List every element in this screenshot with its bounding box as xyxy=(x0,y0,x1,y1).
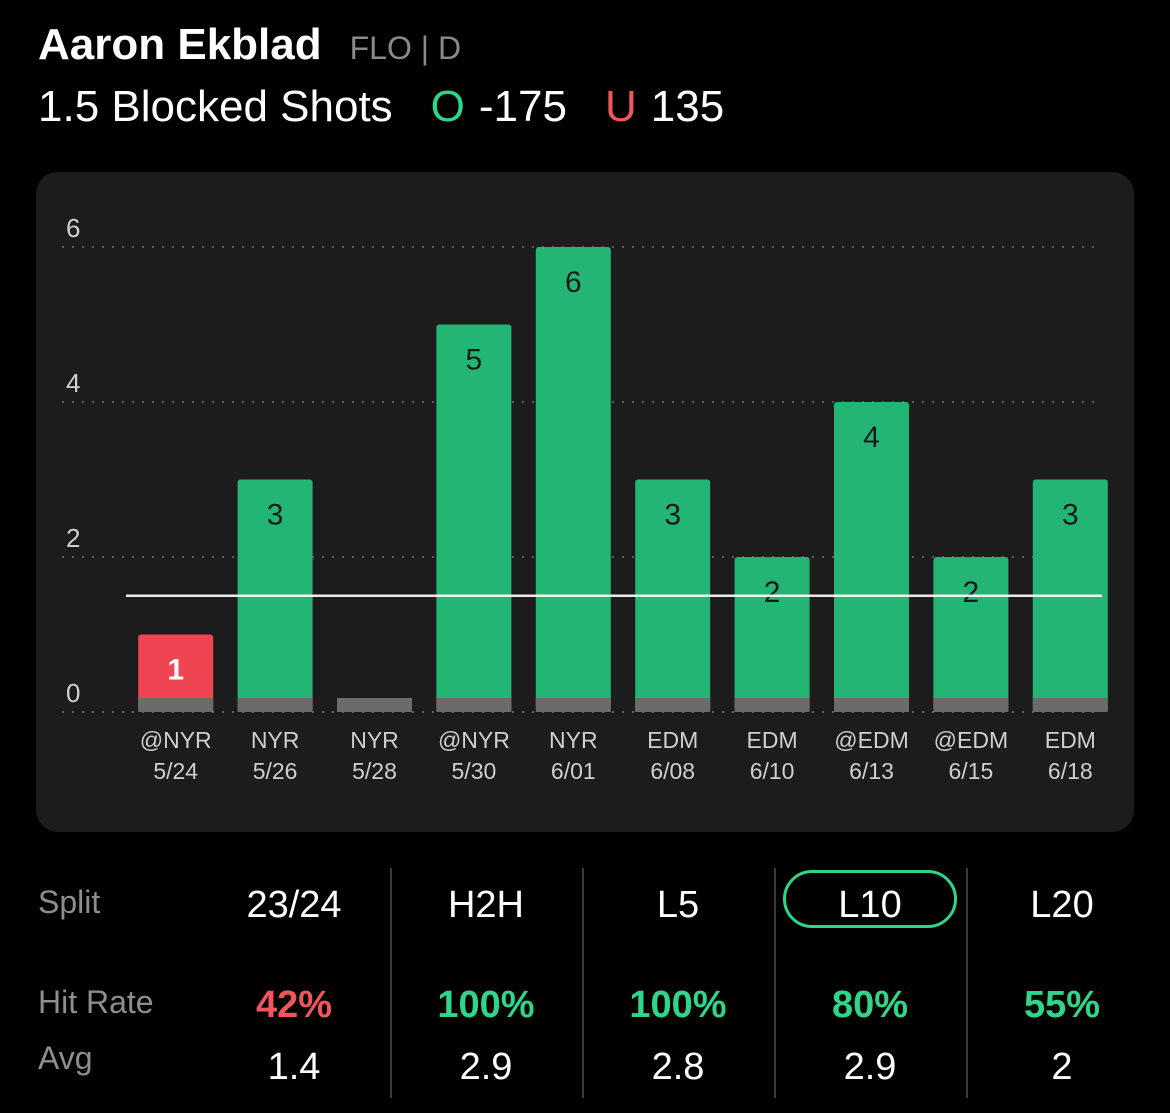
hit-rate-value: 100% xyxy=(437,984,535,1026)
split-column-l10[interactable]: L10 80% 2.9 xyxy=(783,870,957,1098)
bar-base xyxy=(138,698,214,712)
x-tick-opponent: NYR xyxy=(350,727,399,753)
avg-value: 2 xyxy=(1051,1046,1073,1088)
over-letter: O xyxy=(430,82,465,131)
hit-rate-row-label: Hit Rate xyxy=(38,984,154,1020)
split-name: H2H xyxy=(447,884,525,926)
x-tick-date: 6/10 xyxy=(750,758,795,784)
bar-value-label: 2 xyxy=(764,576,781,609)
bar-value-label: 3 xyxy=(1062,499,1079,532)
bar-value-label: 2 xyxy=(963,576,980,609)
bar[interactable] xyxy=(834,402,909,712)
x-tick-opponent: @EDM xyxy=(834,727,908,753)
market-label: 1.5 Blocked Shots xyxy=(38,82,393,131)
bar-chart: 0 2 4 6 1 @NYR 5/24 3 NYR 5/26 NYR 5/28 5 @NYR 5/30 6 NY… xyxy=(62,213,1108,784)
avg-value: 2.8 xyxy=(651,1046,705,1088)
selected-split-indicator xyxy=(783,870,957,928)
x-tick-date: 5/28 xyxy=(352,758,397,784)
bar-base xyxy=(635,698,711,712)
x-tick-opponent: @NYR xyxy=(438,727,510,753)
x-tick-opponent: NYR xyxy=(251,727,300,753)
split-name: L5 xyxy=(656,884,700,926)
x-tick-date: 6/18 xyxy=(1048,758,1093,784)
split-column-h2h[interactable]: H2H 100% 2.9 xyxy=(411,870,561,1098)
x-tick-date: 6/01 xyxy=(551,758,596,784)
x-tick-opponent: @EDM xyxy=(934,727,1008,753)
hit-rate-value: 55% xyxy=(1023,984,1101,1026)
over-odds-value: -175 xyxy=(478,82,567,131)
bar[interactable] xyxy=(436,324,512,713)
bar[interactable] xyxy=(535,247,611,712)
x-tick-date: 6/13 xyxy=(849,758,894,784)
player-line: Aaron Ekblad FLO | D xyxy=(38,20,724,70)
x-tick-opponent: @NYR xyxy=(140,727,212,753)
y-tick-label: 4 xyxy=(66,368,80,398)
x-tick-date: 5/30 xyxy=(452,758,497,784)
under-odds[interactable]: U 135 xyxy=(605,82,724,132)
split-name: 23/24 xyxy=(246,884,342,926)
bar-base xyxy=(337,698,412,712)
bar-base xyxy=(1032,698,1108,712)
bar-base xyxy=(535,698,611,712)
x-tick-opponent: EDM xyxy=(647,727,698,753)
bar-base xyxy=(933,698,1009,712)
hit-rate-value: 80% xyxy=(831,984,909,1026)
bar-value-label: 5 xyxy=(466,344,483,377)
team-position: FLO | D xyxy=(349,30,462,66)
y-tick-label: 0 xyxy=(66,678,80,708)
x-tick-opponent: NYR xyxy=(549,727,598,753)
x-tick-date: 6/15 xyxy=(949,758,994,784)
x-tick-date: 5/26 xyxy=(253,758,298,784)
over-odds[interactable]: O -175 xyxy=(431,82,567,132)
column-divider xyxy=(582,868,584,1098)
bar-base xyxy=(734,698,810,712)
bar-base xyxy=(834,698,909,712)
x-tick-date: 5/24 xyxy=(153,758,198,784)
split-column-23-24[interactable]: 23/24 42% 1.4 xyxy=(219,870,369,1098)
chart-card: 0 2 4 6 1 @NYR 5/24 3 NYR 5/26 NYR 5/28 5 @NYR 5/30 6 NY… xyxy=(36,172,1134,832)
bar-value-label: 3 xyxy=(664,499,681,532)
split-name: L10 xyxy=(838,884,902,926)
bar-value-label: 3 xyxy=(267,499,284,532)
split-name: L20 xyxy=(1030,884,1094,926)
bar-base xyxy=(436,698,512,712)
split-column-l20[interactable]: L20 55% 2 xyxy=(987,870,1137,1098)
bar-value-label: 1 xyxy=(167,654,184,687)
column-divider xyxy=(966,868,968,1098)
bar-value-label: 6 xyxy=(565,266,582,299)
splits-table: Split Hit Rate Avg 23/24 42% 1.4 H2H 100% 2.9… xyxy=(0,860,1170,1113)
avg-row-label: Avg xyxy=(38,1040,93,1076)
split-column-l5[interactable]: L5 100% 2.8 xyxy=(603,870,753,1098)
hit-rate-value: 100% xyxy=(629,984,727,1026)
avg-value: 2.9 xyxy=(459,1046,513,1088)
bar-value-label: 4 xyxy=(863,421,880,454)
bar[interactable] xyxy=(138,634,214,713)
x-tick-opponent: EDM xyxy=(1045,727,1096,753)
bar-base xyxy=(237,698,313,712)
column-divider xyxy=(390,868,392,1098)
hit-rate-value: 42% xyxy=(255,984,333,1026)
x-tick-opponent: EDM xyxy=(747,727,798,753)
player-name: Aaron Ekblad xyxy=(38,20,322,69)
under-odds-value: 135 xyxy=(650,82,725,131)
split-row-label: Split xyxy=(38,884,101,920)
market-line: 1.5 Blocked Shots O -175 U 135 xyxy=(38,82,724,132)
y-tick-label: 6 xyxy=(66,213,80,243)
column-divider xyxy=(774,868,776,1098)
header: Aaron Ekblad FLO | D 1.5 Blocked Shots O… xyxy=(38,20,724,132)
under-letter: U xyxy=(604,82,637,131)
avg-value: 1.4 xyxy=(267,1046,321,1088)
x-tick-date: 6/08 xyxy=(650,758,695,784)
avg-value: 2.9 xyxy=(843,1046,897,1088)
y-tick-label: 2 xyxy=(66,523,80,553)
